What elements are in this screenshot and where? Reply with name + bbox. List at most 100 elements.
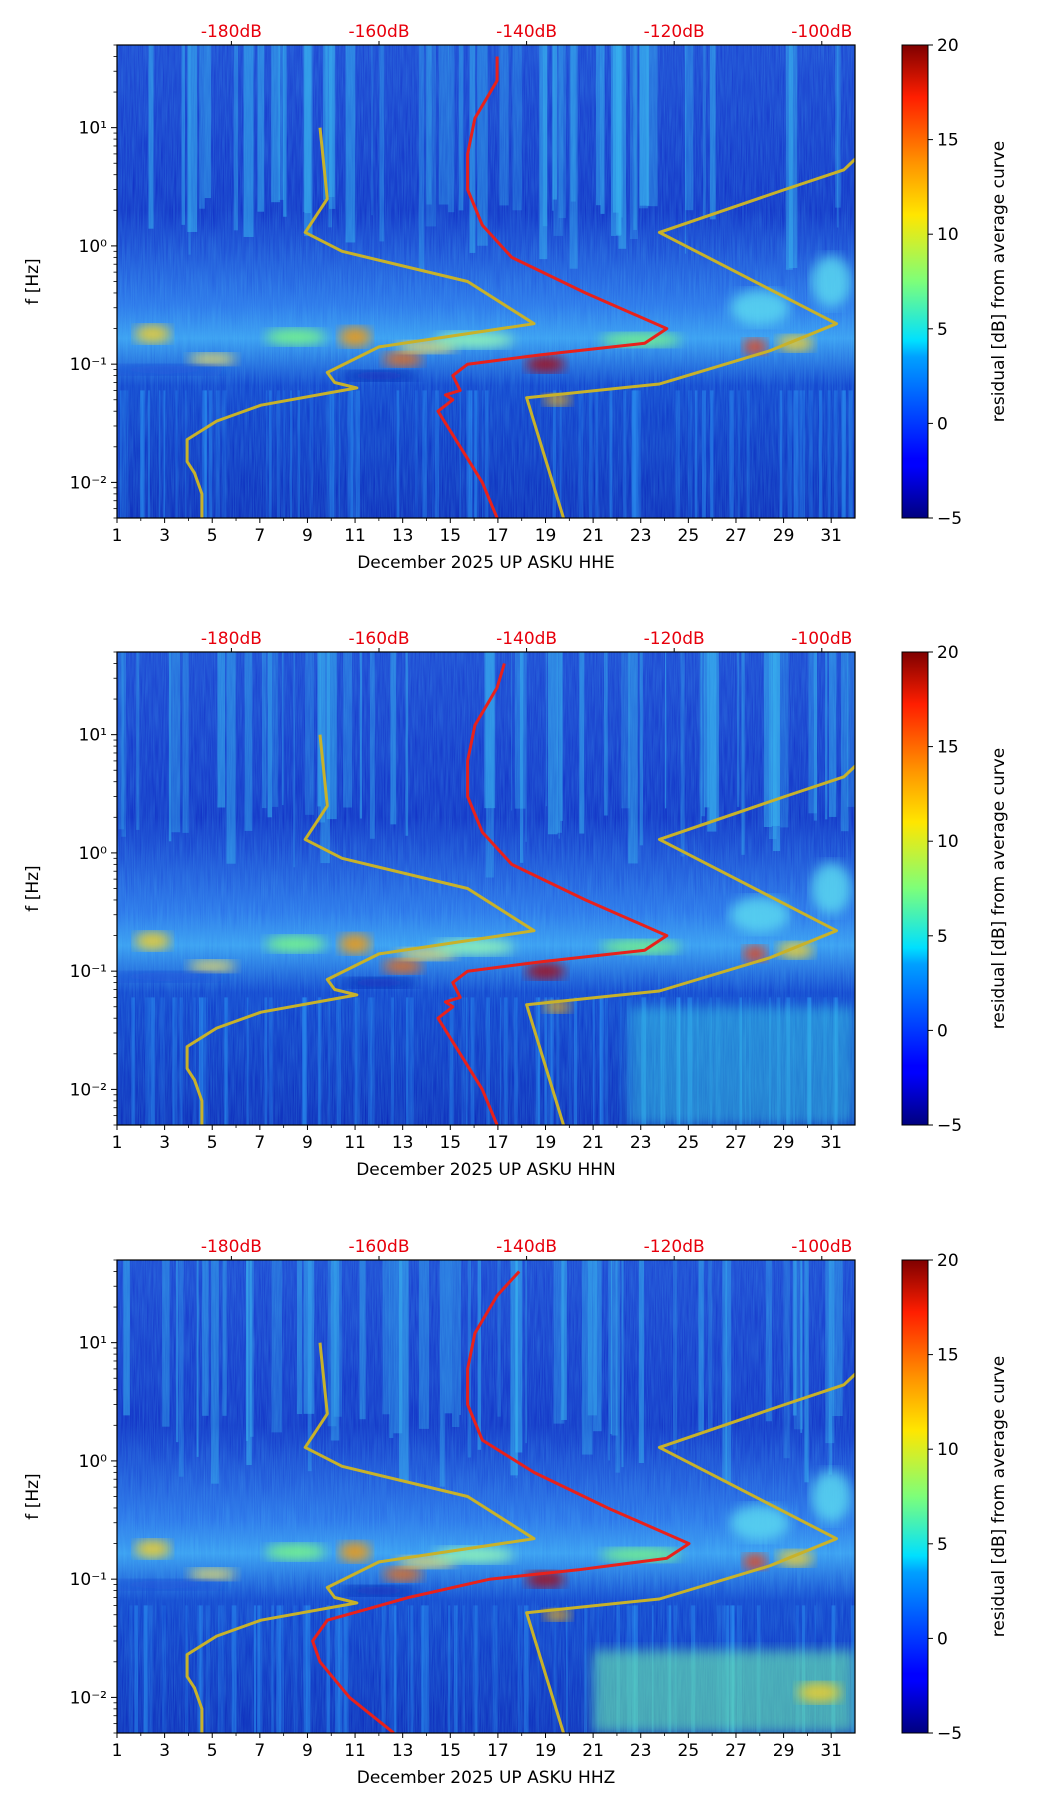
spectrogram-streak xyxy=(123,1260,130,1416)
spectrogram-streak xyxy=(608,1260,610,1461)
spectrogram-streak xyxy=(587,1260,598,1416)
spectrogram-streak xyxy=(434,390,440,518)
average-psd-curve xyxy=(311,1270,691,1733)
colorbar-tick-label: 15 xyxy=(937,738,959,758)
top-db-label: -160dB xyxy=(348,1237,409,1257)
spectrogram-streak xyxy=(595,45,601,206)
spectrogram-streak xyxy=(680,652,685,857)
spectrogram-blob xyxy=(338,370,419,381)
spectrogram-streak xyxy=(539,45,548,260)
spectrogram-streak xyxy=(326,652,337,820)
x-tick-label: 9 xyxy=(302,526,313,546)
spectrogram-streak xyxy=(405,997,409,1125)
spectrogram-streak xyxy=(619,997,622,1125)
spectrogram-streak xyxy=(297,390,301,518)
x-tick-label: 1 xyxy=(112,526,123,546)
spectrogram-streak xyxy=(553,1260,565,1424)
spectrogram-streak xyxy=(827,390,831,518)
spectrogram-streak xyxy=(725,1260,732,1483)
spectrogram-streak xyxy=(405,652,409,836)
spectrogram-streak xyxy=(568,997,572,1125)
spectrogram-streak xyxy=(620,45,623,218)
spectrogram-streak xyxy=(604,997,609,1125)
x-tick-label: 17 xyxy=(487,526,509,546)
spectrogram-streak xyxy=(485,652,494,878)
spectrogram-streak xyxy=(556,997,560,1125)
spectrogram-streak xyxy=(131,997,135,1125)
spectrogram-streak xyxy=(318,997,321,1125)
spectrogram-streak xyxy=(517,1605,520,1733)
spectrogram-streak xyxy=(581,1260,593,1455)
spectrogram-streak xyxy=(304,45,313,237)
spectrogram-streak xyxy=(257,45,265,212)
x-tick-label: 17 xyxy=(487,1741,509,1761)
spectrogram-streak xyxy=(117,997,119,1125)
spectrogram-streak xyxy=(359,1260,366,1420)
spectrogram-streak xyxy=(233,45,239,231)
spectrogram-streak xyxy=(311,390,313,518)
spectrogram-streak xyxy=(335,1605,340,1733)
spectrogram-streak xyxy=(675,390,681,518)
x-tick-label: 21 xyxy=(582,526,604,546)
spectrogram-streak xyxy=(317,997,319,1125)
spectrogram-streak xyxy=(710,390,714,518)
spectrogram-streak xyxy=(257,1605,263,1733)
top-db-label: -120dB xyxy=(644,22,705,42)
x-tick-label: 23 xyxy=(630,526,652,546)
spectrogram-streak xyxy=(595,390,599,518)
spectrogram-streak xyxy=(688,390,690,518)
spectrogram-streak xyxy=(391,997,394,1125)
spectrogram-streak xyxy=(249,1260,254,1437)
spectrogram-streak xyxy=(503,997,508,1125)
spectrogram-streak xyxy=(588,390,593,518)
spectrogram-streak xyxy=(367,997,372,1125)
spectrogram-blob xyxy=(729,1504,790,1541)
spectrogram-streak xyxy=(147,390,150,518)
spectrogram-streak xyxy=(722,1260,727,1483)
colorbar-tick-label: 10 xyxy=(937,832,959,852)
spectrogram-streak xyxy=(525,1260,528,1444)
spectrogram-streak xyxy=(484,390,489,518)
spectrogram-streak xyxy=(523,1605,529,1733)
x-tick-label: 17 xyxy=(487,1133,509,1153)
spectrogram-streak xyxy=(176,1260,179,1443)
spectrogram-streak xyxy=(307,1260,312,1472)
spectrogram-blob xyxy=(777,1550,814,1567)
spectrogram-streak xyxy=(448,45,455,213)
spectrogram-streak xyxy=(196,1260,199,1457)
x-axis-label: December 2025 UP ASKU HHE xyxy=(357,553,615,573)
spectrogram-streak xyxy=(512,45,522,211)
spectrogram-blob xyxy=(434,332,515,349)
spectrogram-streak xyxy=(414,390,418,518)
spectrogram-streak xyxy=(737,652,740,807)
colorbar-tick-label: 0 xyxy=(937,1629,948,1649)
colorbar-gradient xyxy=(901,651,929,1126)
spectrogram-streak xyxy=(515,1260,523,1453)
spectrogram-streak xyxy=(637,390,641,518)
spectrogram-streak xyxy=(290,390,292,518)
spectrogram-streak xyxy=(781,390,783,518)
x-tick-label: 11 xyxy=(344,1133,366,1153)
spectrogram-streak xyxy=(143,1605,148,1733)
x-tick-label: 1 xyxy=(112,1741,123,1761)
spectrogram-streak xyxy=(600,45,605,214)
spectrogram-blob xyxy=(265,328,326,345)
spectrogram-streak xyxy=(765,1260,772,1422)
spectrogram-streak xyxy=(802,390,806,518)
top-db-label: -120dB xyxy=(644,1237,705,1257)
spectrogram-streak xyxy=(708,1260,713,1429)
spectrogram-streak xyxy=(302,45,306,213)
spectrogram-streak xyxy=(704,652,710,808)
nlnm-curve xyxy=(185,734,536,1125)
x-tick-label: 13 xyxy=(392,1133,414,1153)
colorbar-tick-label: 5 xyxy=(937,927,948,947)
spectrogram-streak xyxy=(160,997,165,1125)
spectrogram-streak xyxy=(741,652,745,855)
spectrogram-streak xyxy=(623,390,627,518)
spectrogram-streak xyxy=(842,390,846,518)
x-tick-label: 13 xyxy=(392,526,414,546)
spectrogram-streak xyxy=(492,1605,498,1733)
top-db-label: -120dB xyxy=(644,629,705,649)
spectrogram-streak xyxy=(246,997,249,1125)
